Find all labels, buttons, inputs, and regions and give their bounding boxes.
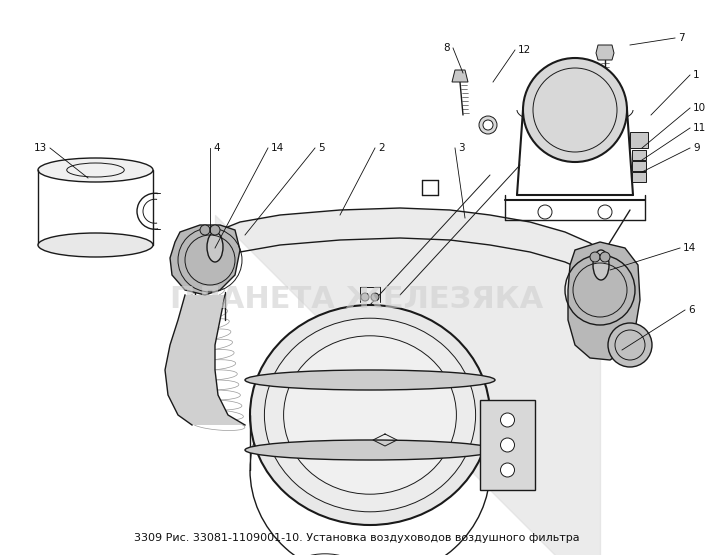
Circle shape: [371, 293, 379, 301]
Ellipse shape: [283, 336, 456, 494]
Ellipse shape: [250, 305, 490, 525]
Ellipse shape: [207, 232, 223, 262]
Text: 14: 14: [271, 143, 284, 153]
Polygon shape: [480, 400, 535, 490]
Text: 8: 8: [443, 43, 450, 53]
Circle shape: [538, 205, 552, 219]
Text: 10: 10: [693, 103, 706, 113]
Text: 12: 12: [518, 45, 531, 55]
Ellipse shape: [245, 440, 495, 460]
Circle shape: [598, 205, 612, 219]
Text: 13: 13: [34, 143, 47, 153]
Ellipse shape: [593, 250, 609, 280]
Circle shape: [590, 252, 600, 262]
Polygon shape: [596, 45, 614, 60]
Circle shape: [479, 116, 497, 134]
Circle shape: [361, 293, 369, 301]
Text: 9: 9: [693, 143, 700, 153]
Circle shape: [501, 463, 515, 477]
Ellipse shape: [245, 370, 495, 390]
Text: 1: 1: [693, 70, 700, 80]
Text: 4: 4: [213, 143, 220, 153]
Polygon shape: [630, 132, 648, 148]
Polygon shape: [170, 225, 240, 295]
Circle shape: [200, 225, 210, 235]
Polygon shape: [452, 70, 468, 82]
Circle shape: [501, 438, 515, 452]
Text: 3309 Рис. 33081-1109001-10. Установка воздуховодов воздушного фильтра: 3309 Рис. 33081-1109001-10. Установка во…: [134, 533, 580, 543]
Ellipse shape: [38, 233, 153, 257]
Polygon shape: [632, 150, 646, 160]
Circle shape: [501, 413, 515, 427]
Ellipse shape: [38, 158, 153, 182]
Text: 14: 14: [683, 243, 696, 253]
Text: 7: 7: [678, 33, 685, 43]
Text: 2: 2: [378, 143, 385, 153]
Polygon shape: [632, 172, 646, 182]
Circle shape: [523, 58, 627, 162]
Circle shape: [210, 225, 220, 235]
Text: 6: 6: [688, 305, 695, 315]
Text: 3: 3: [458, 143, 465, 153]
Circle shape: [600, 252, 610, 262]
Text: 5: 5: [318, 143, 325, 153]
Polygon shape: [568, 242, 640, 360]
Text: 11: 11: [693, 123, 706, 133]
Polygon shape: [632, 161, 646, 171]
Circle shape: [483, 120, 493, 130]
Text: ПЛАНЕТА ЖЕЛЕЗЯКА: ПЛАНЕТА ЖЕЛЕЗЯКА: [171, 285, 543, 315]
Ellipse shape: [608, 323, 652, 367]
Polygon shape: [165, 295, 245, 425]
Ellipse shape: [264, 318, 476, 512]
